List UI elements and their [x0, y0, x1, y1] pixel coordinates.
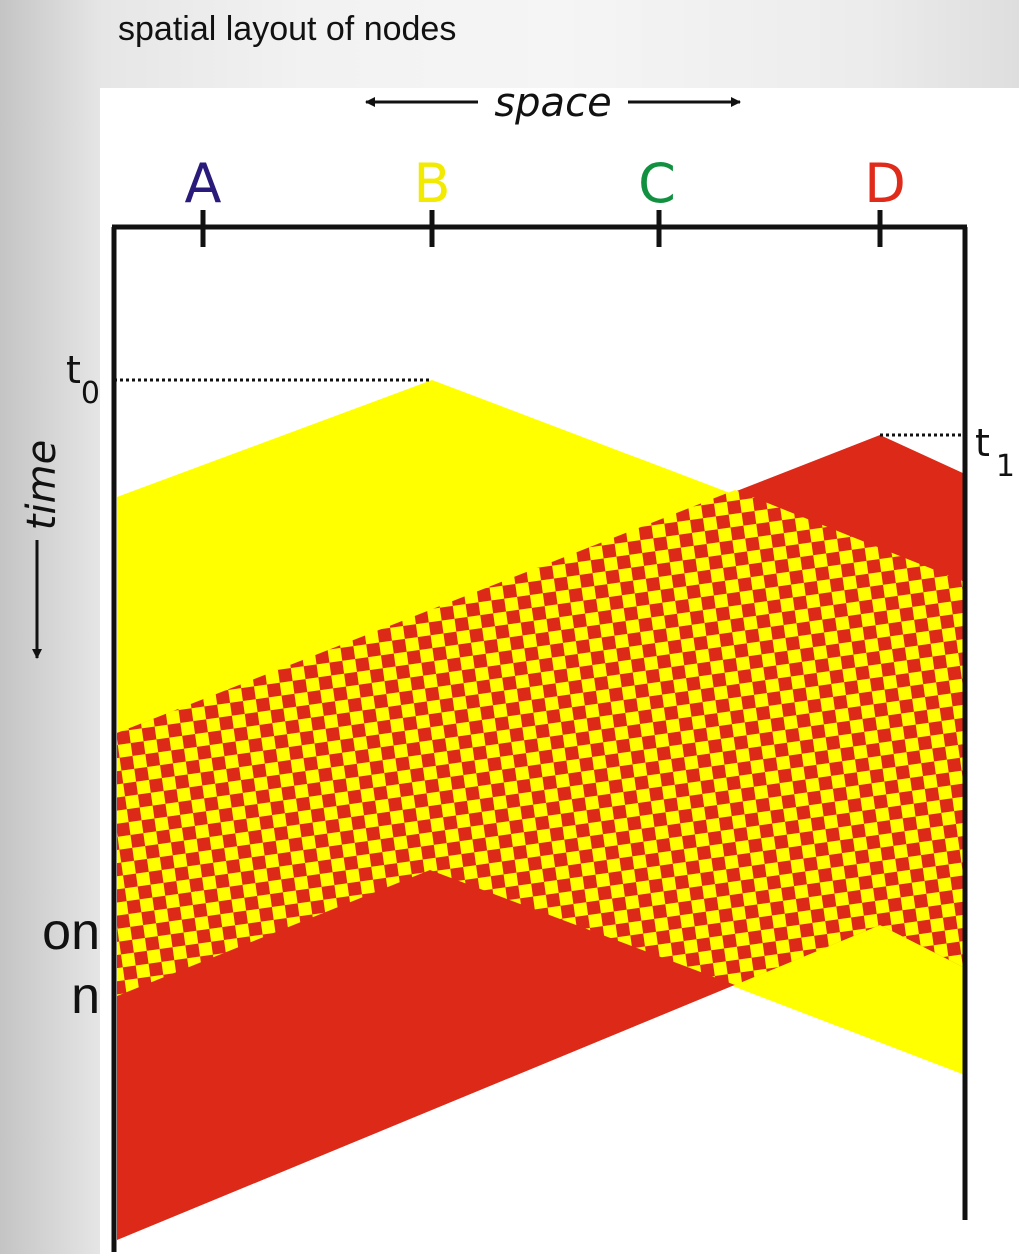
t1-subscript: 1: [996, 449, 1015, 484]
node-label-d: D: [864, 152, 906, 215]
background-text-line-1: on: [42, 903, 100, 961]
collision-region: [117, 490, 965, 996]
t1-letter: t: [975, 421, 990, 465]
t0-label: t0: [66, 348, 100, 411]
node-label-c: C: [638, 152, 676, 215]
t0-letter: t: [66, 348, 81, 392]
background-text-line-2: n: [71, 967, 100, 1025]
t0-subscript: 0: [81, 376, 100, 411]
node-label-b: B: [413, 152, 450, 215]
t1-label: t1: [975, 421, 1015, 484]
time-label: time: [19, 440, 65, 530]
space-label: space: [494, 80, 611, 126]
caption: spatial layout of nodes: [118, 10, 457, 48]
node-label-a: A: [185, 152, 222, 215]
background-text: on n: [0, 900, 100, 1028]
